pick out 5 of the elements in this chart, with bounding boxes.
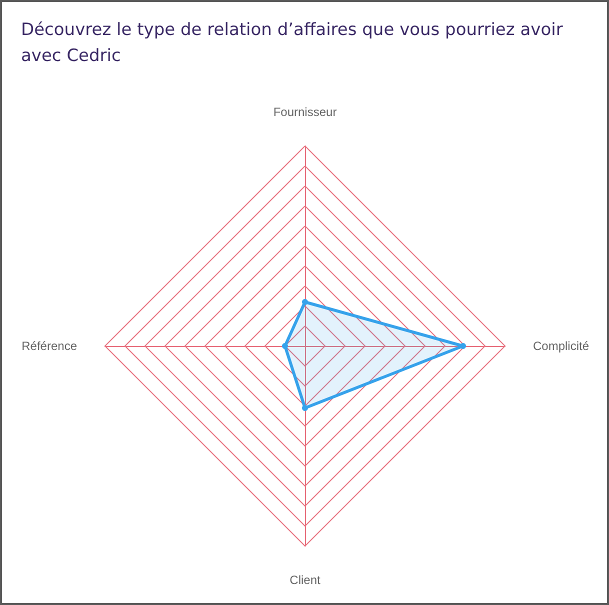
spoke-label: Référence bbox=[22, 339, 78, 353]
spoke-label: Fournisseur bbox=[273, 105, 337, 119]
chart-title: Découvrez le type de relation d’affaires que vous pourriez avoir avec Cedric bbox=[21, 20, 568, 66]
spoke-label: Complicité bbox=[533, 339, 590, 353]
spoke-label: Client bbox=[290, 573, 321, 587]
